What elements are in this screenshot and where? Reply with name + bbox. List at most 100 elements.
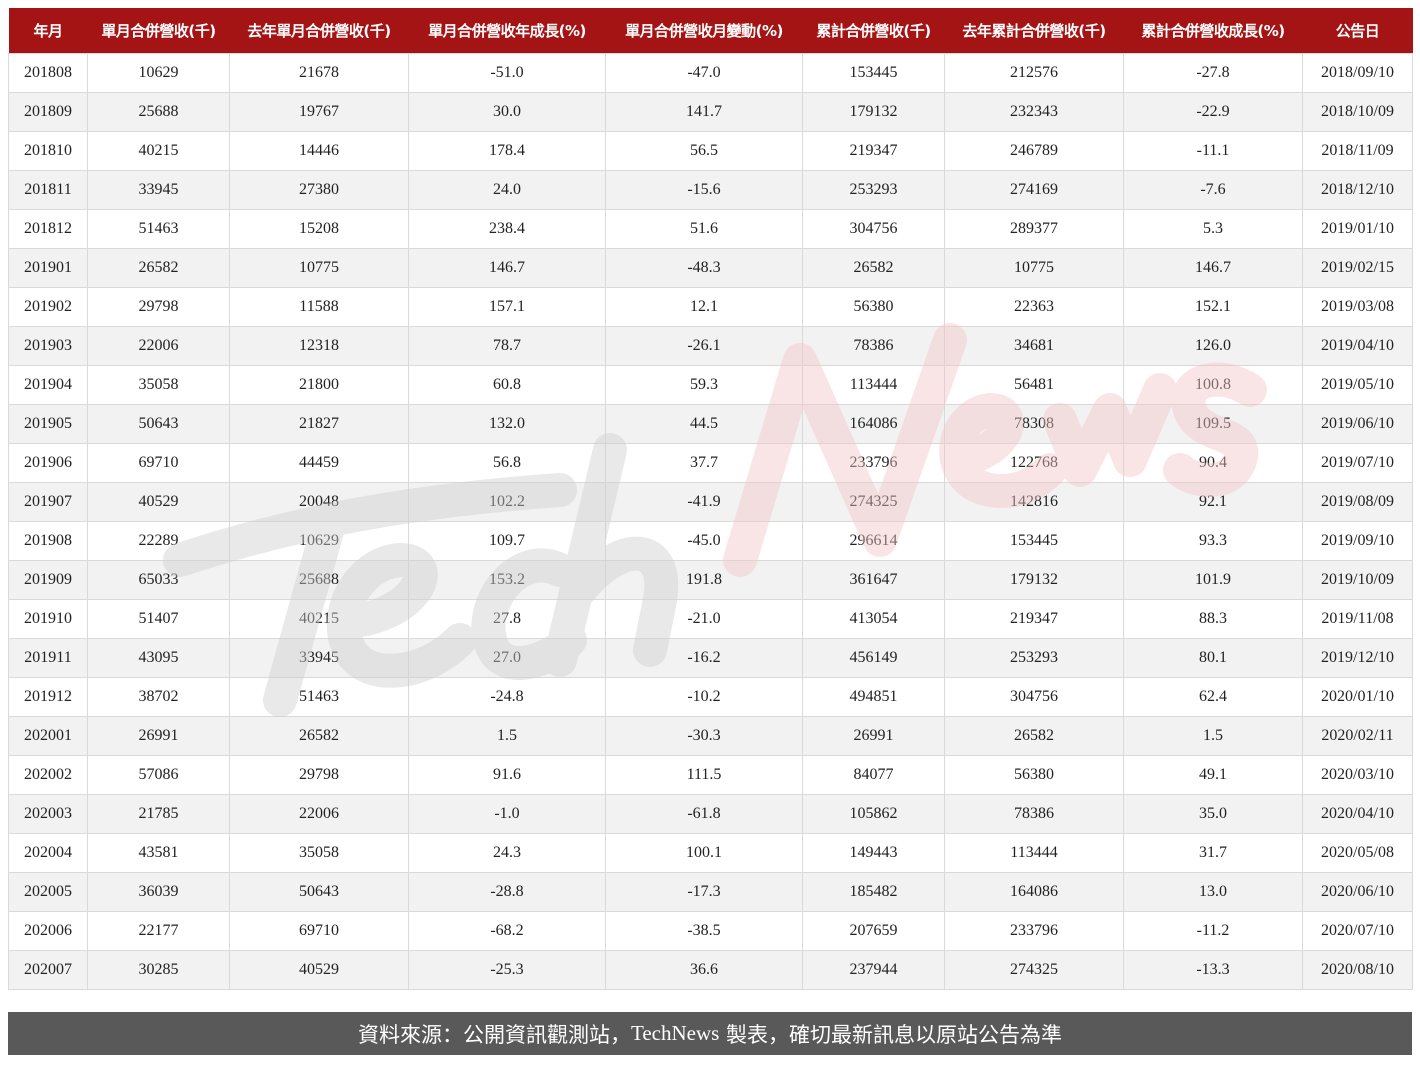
table-cell: 56481 [944, 365, 1124, 405]
table-row: 202006 22177 69710 -68.2 -38.5 207659 233796 -1… [8, 911, 1413, 951]
table-cell: 35058 [87, 365, 230, 405]
table-cell: 56.8 [408, 443, 606, 483]
table-cell: 2020/07/10 [1302, 911, 1413, 951]
table-row: 201810 40215 14446 178.4 56.5 219347 246789 -11… [8, 131, 1413, 171]
table-cell: 201910 [8, 599, 88, 639]
table-cell: 12.1 [605, 287, 803, 327]
table-cell: 40215 [87, 131, 230, 171]
table-row: 202003 21785 22006 -1.0 -61.8 105862 78386 35.0… [8, 794, 1413, 834]
table-row: 201812 51463 15208 238.4 51.6 304756 289377 5.3… [8, 209, 1413, 249]
column-header: 單月合併營收(千) [87, 8, 230, 54]
table-cell: 109.5 [1123, 404, 1303, 444]
table-cell: 2019/09/10 [1302, 521, 1413, 561]
table-cell: 38702 [87, 677, 230, 717]
table-cell: 49.1 [1123, 755, 1303, 795]
table-cell: 201811 [8, 170, 88, 210]
table-cell: 24.0 [408, 170, 606, 210]
footer-prefix: 資料來源：公開資訊觀測站， [357, 1022, 631, 1047]
column-header: 單月合併營收月變動(%) [605, 8, 803, 54]
table-row: 201809 25688 19767 30.0 141.7 179132 232343 -22… [8, 92, 1413, 132]
table-cell: 10775 [944, 248, 1124, 288]
table-cell: 201911 [8, 638, 88, 678]
table-cell: -7.6 [1123, 170, 1303, 210]
table-cell: 29798 [87, 287, 230, 327]
table-cell: 202001 [8, 716, 88, 756]
table-cell: 2019/03/08 [1302, 287, 1413, 327]
column-header: 累計合併營收(千) [802, 8, 945, 54]
table-cell: -26.1 [605, 326, 803, 366]
table-cell: -17.3 [605, 872, 803, 912]
table-cell: 30.0 [408, 92, 606, 132]
table-cell: 149443 [802, 833, 945, 873]
table-cell: -61.8 [605, 794, 803, 834]
table-row: 201901 26582 10775 146.7 -48.3 26582 10775 146.… [8, 248, 1413, 288]
table-cell: -10.2 [605, 677, 803, 717]
column-header: 年月 [8, 8, 88, 54]
column-header: 去年累計合併營收(千) [944, 8, 1124, 54]
table-cell: -45.0 [605, 521, 803, 561]
table-cell: 51463 [87, 209, 230, 249]
table-cell: 2019/02/15 [1302, 248, 1413, 288]
table-cell: 37.7 [605, 443, 803, 483]
table-cell: 26582 [802, 248, 945, 288]
column-header: 單月合併營收年成長(%) [408, 8, 606, 54]
table-cell: 146.7 [408, 248, 606, 288]
table-cell: 164086 [802, 404, 945, 444]
table-cell: 178.4 [408, 131, 606, 171]
table-cell: -25.3 [408, 950, 606, 990]
table-row: 201904 35058 21800 60.8 59.3 113444 56481 100.8… [8, 365, 1413, 405]
table-cell: 113444 [802, 365, 945, 405]
table-header-row: 年月 單月合併營收(千) 去年單月合併營收(千) 單月合併營收年成長(%) 單月合併營收… [8, 8, 1413, 54]
table-cell: 5.3 [1123, 209, 1303, 249]
table-cell: 2020/01/10 [1302, 677, 1413, 717]
table-cell: 15208 [229, 209, 409, 249]
table-cell: 237944 [802, 950, 945, 990]
table-cell: 22177 [87, 911, 230, 951]
table-cell: 21678 [229, 53, 409, 93]
table-cell: 201906 [8, 443, 88, 483]
table-cell: 2018/12/10 [1302, 170, 1413, 210]
table-cell: 201808 [8, 53, 88, 93]
table-cell: -11.1 [1123, 131, 1303, 171]
table-cell: 232343 [944, 92, 1124, 132]
table-cell: -68.2 [408, 911, 606, 951]
table-cell: 44459 [229, 443, 409, 483]
table-cell: 22289 [87, 521, 230, 561]
table-cell: 27.0 [408, 638, 606, 678]
table-cell: 146.7 [1123, 248, 1303, 288]
table-cell: 2019/05/10 [1302, 365, 1413, 405]
table-row: 201903 22006 12318 78.7 -26.1 78386 34681 126.0… [8, 326, 1413, 366]
table-cell: 361647 [802, 560, 945, 600]
table-cell: 238.4 [408, 209, 606, 249]
table-cell: 93.3 [1123, 521, 1303, 561]
table-cell: 90.4 [1123, 443, 1303, 483]
table-cell: 51407 [87, 599, 230, 639]
table-cell: 57086 [87, 755, 230, 795]
table-cell: 2020/08/10 [1302, 950, 1413, 990]
table-row: 201906 69710 44459 56.8 37.7 233796 122768 90.4… [8, 443, 1413, 483]
table-cell: 212576 [944, 53, 1124, 93]
table-cell: 2019/10/09 [1302, 560, 1413, 600]
table-row: 202005 36039 50643 -28.8 -17.3 185482 164086 13… [8, 872, 1413, 912]
table-cell: 201901 [8, 248, 88, 288]
table-cell: 40529 [229, 950, 409, 990]
table-cell: 274169 [944, 170, 1124, 210]
table-cell: 26991 [87, 716, 230, 756]
table-cell: 253293 [944, 638, 1124, 678]
table-cell: 153445 [802, 53, 945, 93]
table-cell: 22006 [87, 326, 230, 366]
table-cell: -41.9 [605, 482, 803, 522]
table-cell: 191.8 [605, 560, 803, 600]
table-cell: 22363 [944, 287, 1124, 327]
table-row: 201811 33945 27380 24.0 -15.6 253293 274169 -7.… [8, 170, 1413, 210]
table-cell: -24.8 [408, 677, 606, 717]
table-cell: 69710 [87, 443, 230, 483]
table-cell: 21785 [87, 794, 230, 834]
table-cell: 201812 [8, 209, 88, 249]
table-cell: 152.1 [1123, 287, 1303, 327]
table-cell: 202006 [8, 911, 88, 951]
table-cell: 111.5 [605, 755, 803, 795]
table-cell: -47.0 [605, 53, 803, 93]
table-row: 201908 22289 10629 109.7 -45.0 296614 153445 93… [8, 521, 1413, 561]
table-cell: 84077 [802, 755, 945, 795]
